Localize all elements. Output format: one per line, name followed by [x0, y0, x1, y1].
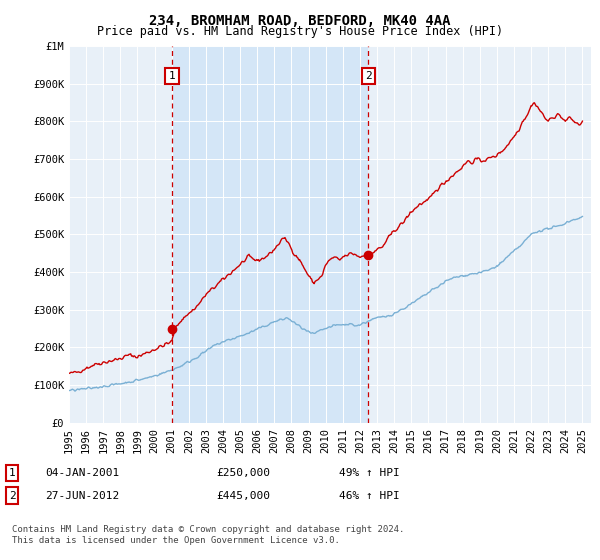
Text: 1: 1 — [169, 71, 175, 81]
Text: 49% ↑ HPI: 49% ↑ HPI — [339, 468, 400, 478]
Text: 2: 2 — [365, 71, 372, 81]
Text: £250,000: £250,000 — [216, 468, 270, 478]
Text: 1: 1 — [8, 468, 16, 478]
Text: 27-JUN-2012: 27-JUN-2012 — [45, 491, 119, 501]
Text: 04-JAN-2001: 04-JAN-2001 — [45, 468, 119, 478]
Bar — [172, 46, 368, 423]
Text: 2: 2 — [8, 491, 16, 501]
Text: 46% ↑ HPI: 46% ↑ HPI — [339, 491, 400, 501]
Text: Price paid vs. HM Land Registry's House Price Index (HPI): Price paid vs. HM Land Registry's House … — [97, 25, 503, 38]
Text: Contains HM Land Registry data © Crown copyright and database right 2024.
This d: Contains HM Land Registry data © Crown c… — [12, 525, 404, 545]
Text: 234, BROMHAM ROAD, BEDFORD, MK40 4AA: 234, BROMHAM ROAD, BEDFORD, MK40 4AA — [149, 14, 451, 28]
Text: £445,000: £445,000 — [216, 491, 270, 501]
